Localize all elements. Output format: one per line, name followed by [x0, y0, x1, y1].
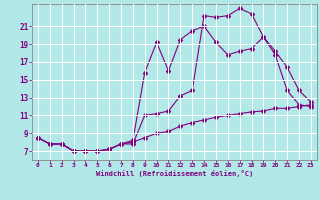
X-axis label: Windchill (Refroidissement éolien,°C): Windchill (Refroidissement éolien,°C): [96, 170, 253, 177]
